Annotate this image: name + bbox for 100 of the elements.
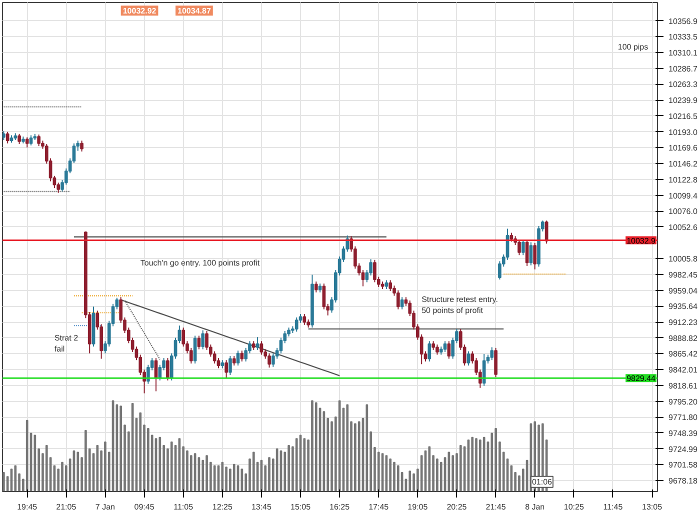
y-tick-label: 9982.45 xyxy=(668,270,698,280)
candlestick xyxy=(228,356,232,376)
candlestick xyxy=(373,259,376,283)
candlestick xyxy=(236,350,240,366)
y-tick-label: 10216.5 xyxy=(668,112,698,121)
candlestick xyxy=(216,358,220,369)
y-tick-label: 9701.58 xyxy=(668,460,698,470)
y-tick-label: 10239.9 xyxy=(668,96,698,106)
candlestick xyxy=(443,340,447,352)
annotation: Touch'n go entry. 100 points profit xyxy=(140,258,260,268)
y-tick-label: 10122.8 xyxy=(668,175,698,184)
candlestick xyxy=(29,134,33,146)
candlestick xyxy=(268,352,271,368)
x-tick-label: 10:25 xyxy=(564,502,584,512)
y-tick-label: 9865.42 xyxy=(668,350,698,359)
y-tick-label: 9771.80 xyxy=(668,413,698,422)
x-tick-label: 7 Jan xyxy=(95,502,116,512)
x-tick-label: 16:25 xyxy=(330,502,350,512)
candlestick xyxy=(400,296,404,310)
line-series xyxy=(124,300,161,360)
x-tick-label: 17:45 xyxy=(368,502,390,512)
y-tick-label: 10169.6 xyxy=(668,144,698,153)
x-tick-label: 20:25 xyxy=(446,502,468,512)
y-tick-label: 10356.9 xyxy=(668,16,698,26)
x-tick-label: 8 Jan xyxy=(525,502,545,512)
y-tick-label: 9724.99 xyxy=(668,444,698,454)
annotation: Structure retest entry. 50 points of profit xyxy=(422,295,498,315)
y-tick-label: 10052.6 xyxy=(668,222,698,232)
candlestick xyxy=(224,360,228,378)
candlestick xyxy=(6,131,10,144)
candlestick xyxy=(521,239,525,256)
candlestick xyxy=(314,281,318,293)
candlestick xyxy=(525,239,529,266)
candlestick xyxy=(260,340,264,356)
candlestick xyxy=(533,242,537,270)
y-tick-label: 9795.20 xyxy=(668,397,698,406)
y-tick-label: 9912.23 xyxy=(668,318,698,328)
candlestick xyxy=(201,330,205,350)
candlestick xyxy=(294,316,298,332)
x-tick-label: 13:05 xyxy=(642,502,663,512)
candlestick xyxy=(388,280,392,292)
y-tick-label: 10193.0 xyxy=(668,128,698,137)
candlestick xyxy=(240,350,244,362)
candlestick xyxy=(232,356,236,366)
candlestick xyxy=(482,354,486,386)
y-tick-label: 10099.4 xyxy=(668,191,698,200)
candlestick xyxy=(490,346,494,361)
y-tick-label: 10263.3 xyxy=(668,80,698,90)
annotation: Strat 2 fail xyxy=(54,334,79,354)
y-tick-label: 10310.1 xyxy=(668,48,698,58)
x-tick-label: 21:45 xyxy=(486,502,506,512)
candlestick xyxy=(197,335,201,350)
candlestick xyxy=(436,344,439,356)
x-tick-label: 19:45 xyxy=(17,502,38,512)
candlestick xyxy=(361,270,365,287)
y-tick-label: 9935.64 xyxy=(668,302,698,312)
candlestick xyxy=(447,340,451,360)
y-tick-label: 9748.39 xyxy=(668,428,698,438)
candlestick xyxy=(466,350,470,366)
candlestick xyxy=(158,364,162,381)
candlestick xyxy=(518,239,521,256)
candlestick xyxy=(428,340,432,362)
y-tick-label: 10005.8 xyxy=(668,254,698,264)
y-tick-label: 10076.0 xyxy=(668,207,698,216)
x-tick-label: 11:05 xyxy=(174,502,194,512)
line-series xyxy=(120,299,340,376)
annotation: 01:06 xyxy=(532,477,553,486)
candlestick xyxy=(189,347,193,364)
y-tick-label: 10286.7 xyxy=(668,64,698,74)
x-tick-label: 09:45 xyxy=(134,502,155,512)
x-tick-label: 12:25 xyxy=(212,502,233,512)
y-tick-label: 9842.01 xyxy=(668,366,698,375)
candlestick xyxy=(302,314,306,326)
annotation: 10032.92 xyxy=(122,6,157,16)
candlestick xyxy=(279,337,283,354)
candlestick xyxy=(80,140,84,152)
candlestick xyxy=(193,335,197,364)
ref-line-label: 9829.44 xyxy=(626,374,656,384)
x-tick-label: 21:05 xyxy=(56,502,77,512)
ref-line-label: 10032.9 xyxy=(626,236,656,246)
candlestick xyxy=(494,347,498,378)
candlestick xyxy=(529,242,533,266)
annotation: 10034.87 xyxy=(178,6,212,16)
y-tick-label: 9888.82 xyxy=(668,334,698,343)
x-tick-label: 11:45 xyxy=(603,502,624,512)
annotation: 100 pips xyxy=(618,42,648,52)
candlestick xyxy=(396,290,400,310)
candlestick xyxy=(212,350,216,364)
candlestick xyxy=(322,283,326,310)
x-tick-label: 15:05 xyxy=(290,502,312,512)
y-tick-label: 9678.18 xyxy=(668,476,698,486)
x-tick-label: 13:45 xyxy=(251,502,272,512)
candlestick xyxy=(25,136,29,148)
candlestick xyxy=(166,358,170,381)
y-tick-label: 10333.5 xyxy=(668,32,698,42)
candlestick xyxy=(18,133,21,145)
y-tick-label: 10146.2 xyxy=(668,160,698,169)
x-tick-label: 19:05 xyxy=(408,502,428,512)
y-tick-label: 9818.61 xyxy=(668,381,698,390)
y-tick-label: 9959.04 xyxy=(668,286,698,296)
